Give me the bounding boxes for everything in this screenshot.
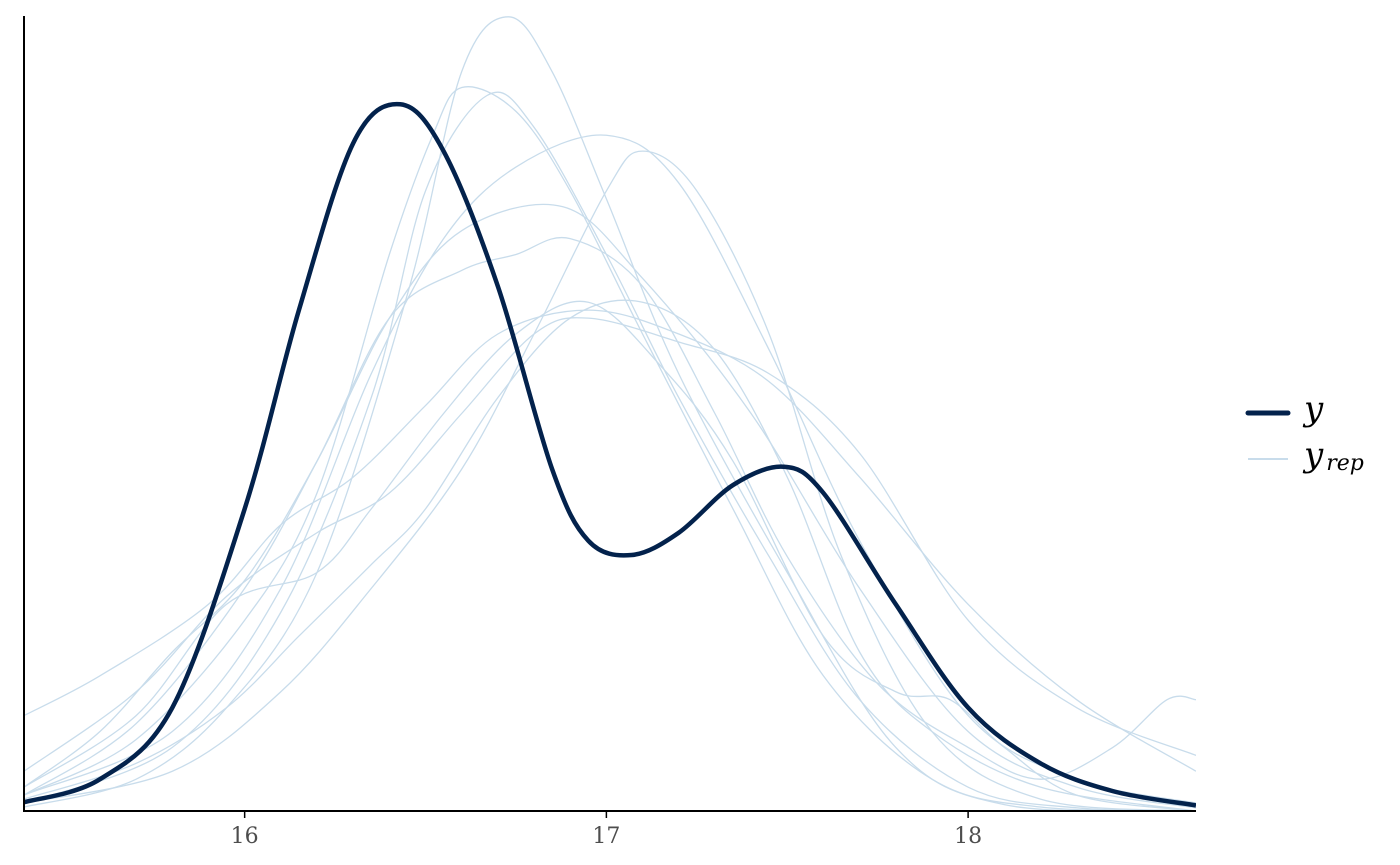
yrep-density-line-4 [24, 135, 1196, 803]
yrep-density-line-8 [24, 310, 1196, 771]
yrep-density-line-6 [24, 204, 1196, 807]
legend: y y rep [1248, 389, 1364, 476]
x-tick-label: 17 [592, 824, 620, 849]
yrep-density-line-3 [24, 92, 1196, 811]
x-tick-label: 18 [954, 824, 982, 849]
x-axis-ticks: 16 17 18 [231, 811, 982, 849]
yrep-density-line-5 [24, 151, 1196, 811]
yrep-density-line-9 [24, 318, 1196, 772]
yrep-density-line-2 [24, 87, 1196, 811]
plot-area [24, 17, 1196, 812]
legend-label-y: y [1302, 389, 1324, 429]
x-tick-label: 16 [231, 824, 259, 849]
legend-label-y-rep: y rep [1302, 435, 1364, 476]
